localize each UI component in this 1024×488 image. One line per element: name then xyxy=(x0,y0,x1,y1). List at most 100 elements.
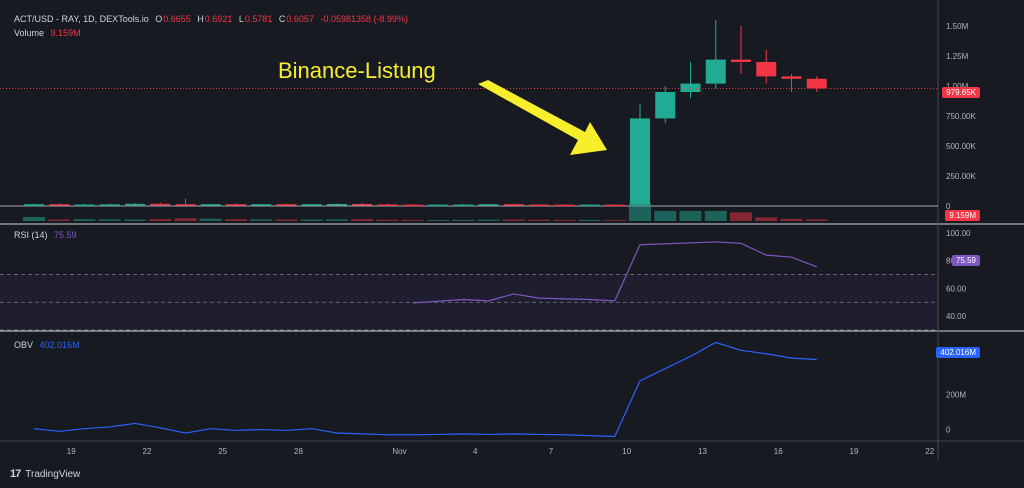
obv-tick-label: 200M xyxy=(946,391,966,400)
candle-body xyxy=(402,204,423,207)
volume-bar xyxy=(73,219,96,221)
candle-body xyxy=(74,204,95,207)
last-price-badge: 979.65K xyxy=(942,87,980,98)
volume-bar xyxy=(376,219,399,221)
volume-bar xyxy=(427,220,449,221)
volume-bar xyxy=(98,219,121,221)
change-value: -0.05981358 (-8.99%) xyxy=(320,14,409,24)
volume-badge: 9.159M xyxy=(945,210,980,221)
price-tick-label: 0 xyxy=(946,202,951,211)
volume-bar xyxy=(48,219,71,221)
obv-legend-value: 402.016M xyxy=(39,340,80,350)
candle-body xyxy=(377,204,398,206)
candle-body xyxy=(175,204,196,206)
volume-bar xyxy=(679,210,702,221)
time-tick-label: 10 xyxy=(622,447,631,456)
volume-value: 9.159M xyxy=(50,28,81,38)
candle-body xyxy=(150,203,171,206)
low-value: 0.5781 xyxy=(244,14,273,24)
candle-body xyxy=(428,204,448,207)
candle-body xyxy=(579,204,600,207)
candle-body xyxy=(478,204,499,206)
volume-bar xyxy=(603,220,626,221)
volume-bar xyxy=(755,217,778,221)
candle-body xyxy=(554,204,575,207)
volume-label[interactable]: Volume xyxy=(14,28,45,38)
price-tick-label: 1.00M xyxy=(946,82,969,91)
price-tick-label: 1.25M xyxy=(946,52,969,61)
volume-bar xyxy=(528,219,550,221)
candle-body xyxy=(200,204,221,206)
candle-body xyxy=(680,83,701,92)
price-tick-label: 1.50M xyxy=(946,22,969,31)
time-tick-label: 19 xyxy=(67,447,76,456)
obv-tick-label: 0 xyxy=(946,426,951,435)
volume-bar xyxy=(502,219,525,221)
tradingview-mark-icon: 17 xyxy=(10,468,21,480)
volume-bar xyxy=(629,203,651,221)
high-label: H xyxy=(197,14,204,24)
time-tick-label: Nov xyxy=(392,447,406,456)
price-tick-label: 500.00K xyxy=(946,142,976,151)
candle-body xyxy=(806,78,827,89)
candle-body xyxy=(49,204,70,206)
tradingview-logo[interactable]: 17 TradingView xyxy=(10,468,80,480)
obv-label[interactable]: OBV xyxy=(14,340,34,350)
candle-body xyxy=(604,204,625,207)
price-tick-label: 250.00K xyxy=(946,172,976,181)
candle-body xyxy=(655,92,676,119)
candle-body xyxy=(99,204,120,206)
volume-bar xyxy=(351,219,374,221)
open-value: 0.6655 xyxy=(163,14,191,24)
close-label: C xyxy=(278,14,286,24)
time-tick-label: 22 xyxy=(925,447,934,456)
volume-bar xyxy=(199,218,222,221)
candle-body xyxy=(327,203,347,206)
volume-bar xyxy=(124,219,146,221)
volume-bar xyxy=(805,219,828,221)
volume-bar xyxy=(275,219,298,221)
volume-bar xyxy=(452,219,475,221)
low-label: L xyxy=(238,14,244,24)
rsi-label[interactable]: RSI (14) xyxy=(14,230,48,240)
rsi-legend: RSI (14) 75.59 xyxy=(14,230,81,240)
close-value: 0.6057 xyxy=(286,14,314,24)
time-tick-label: 7 xyxy=(549,447,554,456)
symbol-title[interactable]: ACT/USD - RAY, 1D, DEXTools.io xyxy=(14,14,149,24)
candle-body xyxy=(453,204,474,207)
candle-body xyxy=(125,203,145,206)
time-tick-label: 25 xyxy=(218,447,227,456)
volume-bar xyxy=(578,219,601,221)
rsi-legend-value: 75.59 xyxy=(54,230,77,240)
candle-body xyxy=(226,204,246,206)
volume-bar xyxy=(23,217,45,221)
time-tick-label: 16 xyxy=(774,447,783,456)
candle-body xyxy=(630,118,650,205)
volume-bar xyxy=(149,219,172,221)
volume-bar xyxy=(654,210,677,221)
volume-bar xyxy=(250,219,273,221)
volume-bar xyxy=(553,219,576,221)
time-tick-label: 28 xyxy=(294,447,303,456)
rsi-line xyxy=(412,241,817,304)
volume-bar xyxy=(300,219,323,221)
candle-body xyxy=(529,204,549,207)
annotation-text[interactable]: Binance-Listung xyxy=(278,58,436,83)
high-value: 0.6921 xyxy=(204,14,233,24)
volume-bar xyxy=(401,219,424,221)
volume-bar xyxy=(225,219,247,221)
tradingview-name: TradingView xyxy=(25,468,81,480)
candle-body xyxy=(251,204,272,206)
annotation-arrow-icon xyxy=(478,80,607,155)
candle-body xyxy=(24,204,44,206)
symbol-header: ACT/USD - RAY, 1D, DEXTools.io O0.6655 H… xyxy=(14,14,412,24)
rsi-tick-label: 100.00 xyxy=(946,229,971,238)
volume-bar xyxy=(174,218,197,221)
candle-body xyxy=(781,76,802,79)
time-tick-label: 22 xyxy=(143,447,152,456)
time-tick-label: 4 xyxy=(473,447,478,456)
rsi-tick-label: 60.00 xyxy=(946,284,967,293)
open-label: O xyxy=(155,14,163,24)
obv-legend: OBV 402.016M xyxy=(14,340,84,350)
